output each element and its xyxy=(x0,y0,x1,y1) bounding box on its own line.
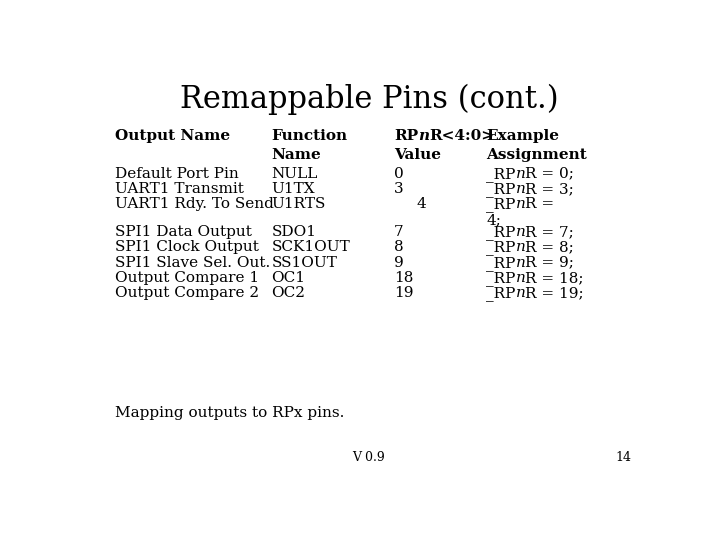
Text: _RP: _RP xyxy=(486,271,516,286)
Text: 14: 14 xyxy=(616,451,631,464)
Text: SCK1OUT: SCK1OUT xyxy=(271,240,350,254)
Text: SPI1 Data Output: SPI1 Data Output xyxy=(115,225,252,239)
Text: SPI1 Slave Sel. Out.: SPI1 Slave Sel. Out. xyxy=(115,255,271,269)
Text: UART1 Rdy. To Send: UART1 Rdy. To Send xyxy=(115,198,274,212)
Text: n: n xyxy=(516,182,526,196)
Text: _RP: _RP xyxy=(486,240,516,255)
Text: 18: 18 xyxy=(394,271,413,285)
Text: R = 0;: R = 0; xyxy=(526,167,575,181)
Text: R<4:0>: R<4:0> xyxy=(429,129,495,143)
Text: Mapping outputs to RPx pins.: Mapping outputs to RPx pins. xyxy=(115,406,344,420)
Text: R = 3;: R = 3; xyxy=(526,182,574,196)
Text: SS1OUT: SS1OUT xyxy=(271,255,337,269)
Text: 9: 9 xyxy=(394,255,404,269)
Text: NULL: NULL xyxy=(271,167,318,181)
Text: OC2: OC2 xyxy=(271,286,305,300)
Text: OC1: OC1 xyxy=(271,271,305,285)
Text: _RP: _RP xyxy=(486,225,516,240)
Text: SPI1 Clock Output: SPI1 Clock Output xyxy=(115,240,259,254)
Text: Assignment: Assignment xyxy=(486,148,587,162)
Text: U1RTS: U1RTS xyxy=(271,198,325,212)
Text: n: n xyxy=(516,225,526,239)
Text: Name: Name xyxy=(271,148,321,162)
Text: _RP: _RP xyxy=(486,286,516,301)
Text: R = 19;: R = 19; xyxy=(526,286,584,300)
Text: n: n xyxy=(516,286,526,300)
Text: Function: Function xyxy=(271,129,348,143)
Text: 19: 19 xyxy=(394,286,413,300)
Text: RP: RP xyxy=(394,129,418,143)
Text: Output Name: Output Name xyxy=(115,129,230,143)
Text: _RP: _RP xyxy=(486,167,516,181)
Text: UART1 Transmit: UART1 Transmit xyxy=(115,182,244,196)
Text: n: n xyxy=(516,240,526,254)
Text: _RP: _RP xyxy=(486,255,516,271)
Text: R =: R = xyxy=(526,198,554,212)
Text: Default Port Pin: Default Port Pin xyxy=(115,167,239,181)
Text: SDO1: SDO1 xyxy=(271,225,316,239)
Text: n: n xyxy=(516,198,526,212)
Text: Example: Example xyxy=(486,129,559,143)
Text: U1TX: U1TX xyxy=(271,182,315,196)
Text: 4;: 4; xyxy=(486,213,501,227)
Text: n: n xyxy=(418,129,429,143)
Text: n: n xyxy=(516,167,526,181)
Text: 7: 7 xyxy=(394,225,404,239)
Text: R = 9;: R = 9; xyxy=(526,255,575,269)
Text: Output Compare 2: Output Compare 2 xyxy=(115,286,259,300)
Text: Output Compare 1: Output Compare 1 xyxy=(115,271,259,285)
Text: V 0.9: V 0.9 xyxy=(353,451,385,464)
Text: 4: 4 xyxy=(416,198,426,212)
Text: R = 8;: R = 8; xyxy=(526,240,574,254)
Text: R = 18;: R = 18; xyxy=(526,271,584,285)
Text: Remappable Pins (cont.): Remappable Pins (cont.) xyxy=(180,84,558,114)
Text: _RP: _RP xyxy=(486,198,516,212)
Text: _RP: _RP xyxy=(486,182,516,197)
Text: n: n xyxy=(516,255,526,269)
Text: n: n xyxy=(516,271,526,285)
Text: 8: 8 xyxy=(394,240,404,254)
Text: R = 7;: R = 7; xyxy=(526,225,574,239)
Text: 3: 3 xyxy=(394,182,404,196)
Text: 0: 0 xyxy=(394,167,404,181)
Text: Value: Value xyxy=(394,148,441,162)
